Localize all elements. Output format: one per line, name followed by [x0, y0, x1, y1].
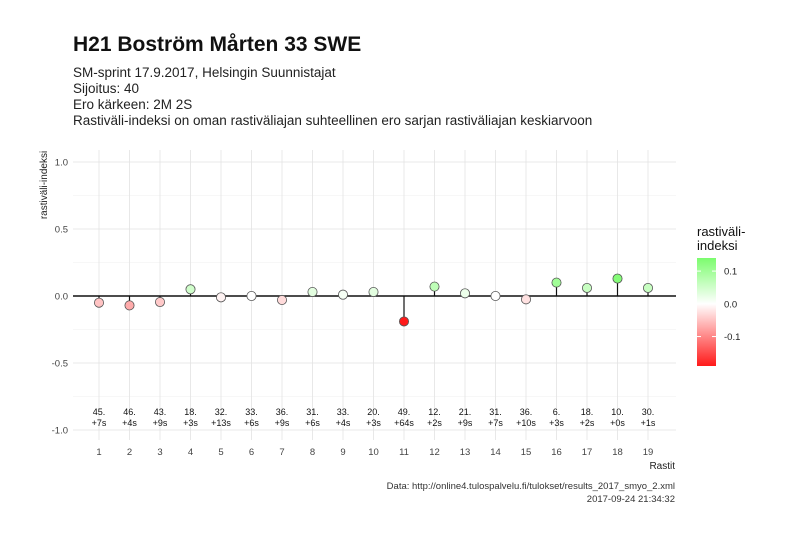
data-label-rank: 21.	[459, 407, 472, 417]
data-label-rank: 18.	[184, 407, 197, 417]
legend-color-bar	[697, 258, 716, 366]
x-tick-label: 19	[643, 447, 654, 458]
x-axis-title: Rastit	[649, 461, 675, 472]
data-label-rank: 18.	[581, 407, 594, 417]
data-point	[490, 290, 501, 301]
y-tick-label: -0.5	[52, 359, 68, 370]
data-point	[337, 289, 348, 300]
data-label-rank: 31.	[489, 407, 502, 417]
data-label-rank: 36.	[520, 407, 533, 417]
data-label-diff: +2s	[580, 418, 595, 428]
data-label-diff: +4s	[122, 418, 137, 428]
data-label-diff: +9s	[153, 418, 168, 428]
data-label-diff: +7s	[92, 418, 107, 428]
data-point	[154, 297, 165, 308]
data-point	[124, 300, 135, 311]
x-tick-label: 16	[551, 447, 562, 458]
data-point	[643, 282, 654, 293]
x-tick-label: 1	[96, 447, 101, 458]
legend-tick-label: -0.1	[724, 332, 740, 343]
data-point	[368, 286, 379, 297]
subtitle-line-1: SM-sprint 17.9.2017, Helsingin Suunnista…	[73, 65, 336, 80]
legend-tick-label: 0.1	[724, 267, 737, 278]
legend-title: rastiväli- indeksi	[697, 225, 745, 253]
data-label-rank: 20.	[367, 407, 380, 417]
data-source-caption: Data: http://online4.tulospalvelu.fi/tul…	[386, 481, 675, 492]
y-tick-label: 0.0	[55, 292, 68, 303]
data-point	[582, 282, 593, 293]
data-label-diff: +9s	[275, 418, 290, 428]
data-label-diff: +3s	[366, 418, 381, 428]
data-label-rank: 31.	[306, 407, 319, 417]
x-tick-label: 4	[188, 447, 193, 458]
data-point	[94, 297, 105, 308]
data-label-diff: +3s	[549, 418, 564, 428]
y-tick-label: 1.0	[55, 158, 68, 169]
data-label-diff: +6s	[244, 418, 259, 428]
data-label-diff: +0s	[610, 418, 625, 428]
data-label-diff: +6s	[305, 418, 320, 428]
x-tick-label: 5	[218, 447, 223, 458]
data-point	[307, 286, 318, 297]
legend-title-line-1: rastiväli-	[697, 224, 746, 239]
data-label-rank: 30.	[642, 407, 655, 417]
x-tick-label: 8	[310, 447, 315, 458]
x-tick-label: 7	[279, 447, 284, 458]
data-label-diff: +7s	[488, 418, 503, 428]
data-point	[612, 273, 623, 284]
data-point	[459, 288, 470, 299]
timestamp-caption: 2017-09-24 21:34:32	[586, 494, 675, 505]
data-label-rank: 10.	[611, 407, 624, 417]
y-tick-label: 0.5	[55, 225, 68, 236]
data-label-rank: 36.	[276, 407, 289, 417]
data-label-rank: 6.	[553, 407, 561, 417]
subtitle-line-3: Ero kärkeen: 2M 2S	[73, 97, 193, 112]
data-label-rank: 45.	[93, 407, 106, 417]
x-tick-label: 13	[460, 447, 471, 458]
data-label-diff: +64s	[394, 418, 414, 428]
data-label-rank: 12.	[428, 407, 441, 417]
data-label-diff: +3s	[183, 418, 198, 428]
data-label-diff: +13s	[211, 418, 231, 428]
y-axis-title: rastiväli-indeksi	[39, 151, 50, 219]
x-tick-label: 6	[249, 447, 254, 458]
x-tick-label: 11	[399, 447, 409, 458]
legend-title-line-2: indeksi	[697, 238, 738, 253]
x-tick-label: 3	[157, 447, 162, 458]
data-point	[276, 295, 287, 306]
subtitle-line-4: Rastiväli-indeksi on oman rastiväliajan …	[73, 113, 593, 128]
data-point	[185, 284, 196, 295]
data-label-rank: 46.	[123, 407, 136, 417]
x-tick-label: 2	[127, 447, 132, 458]
data-point	[429, 281, 440, 292]
legend-tick-label: 0.0	[724, 299, 737, 310]
data-label-rank: 43.	[154, 407, 167, 417]
data-label-rank: 49.	[398, 407, 411, 417]
data-label-rank: 33.	[245, 407, 258, 417]
subtitle-line-2: Sijoitus: 40	[73, 81, 140, 96]
data-label-rank: 33.	[337, 407, 350, 417]
x-tick-label: 10	[368, 447, 379, 458]
x-tick-label: 14	[490, 447, 501, 458]
data-label-diff: +2s	[427, 418, 442, 428]
x-tick-label: 15	[521, 447, 532, 458]
x-tick-label: 12	[429, 447, 440, 458]
y-tick-label: -1.0	[52, 426, 68, 437]
data-label-diff: +10s	[516, 418, 536, 428]
x-tick-label: 18	[612, 447, 623, 458]
data-label-rank: 32.	[215, 407, 228, 417]
chart-title: H21 Boström Mårten 33 SWE	[73, 33, 362, 56]
data-label-diff: +9s	[458, 418, 473, 428]
data-point	[215, 292, 226, 303]
data-point	[398, 316, 409, 327]
data-point	[246, 290, 257, 301]
x-tick-label: 9	[340, 447, 345, 458]
data-label-diff: +4s	[336, 418, 351, 428]
data-point	[521, 294, 532, 305]
data-point	[551, 277, 562, 288]
x-tick-label: 17	[582, 447, 593, 458]
data-label-diff: +1s	[641, 418, 656, 428]
